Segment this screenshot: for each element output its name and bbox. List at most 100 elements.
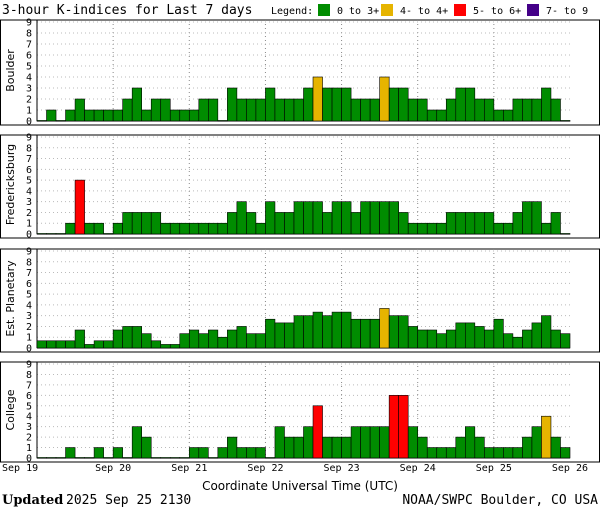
k-index-bar xyxy=(426,447,438,459)
y-tick-label: 6 xyxy=(26,391,32,402)
y-tick-label: 3 xyxy=(26,422,32,433)
y-tick-label: 3 xyxy=(26,311,32,322)
k-index-bar xyxy=(417,436,428,459)
k-index-bar xyxy=(122,212,133,235)
x-tick-label: Sep 23 xyxy=(324,463,360,474)
k-index-bar xyxy=(122,457,133,459)
k-index-bar xyxy=(65,340,76,349)
k-index-bar xyxy=(503,109,514,122)
k-index-bar xyxy=(246,212,257,235)
y-tick-label: 8 xyxy=(26,143,32,154)
y-tick-label: 3 xyxy=(26,197,32,208)
k-index-bar xyxy=(150,457,162,459)
k-index-bar xyxy=(303,201,314,235)
k-index-bar xyxy=(350,318,361,349)
k-index-bar xyxy=(474,212,485,235)
k-index-bar xyxy=(255,222,266,235)
k-index-bar xyxy=(398,395,409,459)
k-index-bar xyxy=(484,98,495,122)
k-index-bar xyxy=(322,212,333,235)
y-tick-label: 4 xyxy=(26,73,32,84)
y-tick-label: 5 xyxy=(26,62,32,73)
k-index-bar xyxy=(417,98,428,122)
y-tick-label: 3 xyxy=(26,84,32,95)
k-index-bar xyxy=(131,426,142,459)
k-index-bar xyxy=(455,322,466,349)
k-index-bar xyxy=(369,318,380,349)
station-label: Est. Planetary xyxy=(4,260,17,337)
k-index-bar xyxy=(388,395,399,459)
k-index-bar xyxy=(179,457,190,459)
k-index-bar xyxy=(388,315,399,349)
y-tick-label: 8 xyxy=(26,257,32,268)
k-index-bar xyxy=(550,212,561,235)
k-index-bar xyxy=(379,76,390,122)
k-index-bar xyxy=(360,426,371,459)
k-index-bar xyxy=(331,436,342,459)
legend-swatch xyxy=(381,4,393,16)
k-index-bar xyxy=(522,329,533,349)
k-index-bar xyxy=(36,233,47,235)
k-index-bar xyxy=(522,98,533,122)
k-index-bar xyxy=(331,311,342,349)
chart-title: 3-hour K-indices for Last 7 days xyxy=(2,3,252,18)
k-index-bar xyxy=(512,336,523,349)
k-index-bar xyxy=(84,344,95,349)
x-tick-label: Sep 26 xyxy=(552,463,588,474)
k-index-bar xyxy=(46,233,57,235)
k-index-bar xyxy=(46,457,57,459)
y-tick-label: 0 xyxy=(26,344,32,355)
k-index-bar xyxy=(560,333,571,349)
k-index-bar xyxy=(455,436,466,459)
k-index-bar xyxy=(350,426,361,459)
k-index-bar xyxy=(312,76,323,122)
k-index-bar xyxy=(550,329,561,349)
k-index-bar xyxy=(369,201,380,235)
k-index-bar xyxy=(179,333,190,349)
k-index-bar xyxy=(179,109,190,122)
y-tick-label: 6 xyxy=(26,51,32,62)
k-index-bar xyxy=(541,415,552,459)
k-index-bar xyxy=(455,87,466,122)
k-index-bar xyxy=(303,426,314,459)
k-index-bar xyxy=(284,436,295,459)
k-index-bar xyxy=(398,315,409,349)
k-index-bar xyxy=(331,201,342,235)
k-index-bar xyxy=(46,340,57,349)
k-index-bar xyxy=(36,120,47,122)
y-tick-label: 2 xyxy=(26,95,32,106)
k-index-bar xyxy=(227,329,238,349)
y-tick-label: 1 xyxy=(26,106,32,117)
k-index-bar xyxy=(512,447,523,459)
k-index-bar xyxy=(198,447,209,459)
k-index-bar xyxy=(112,109,123,122)
k-index-bar xyxy=(360,318,371,349)
k-index-bar xyxy=(188,222,200,235)
k-index-bar xyxy=(303,87,314,122)
k-index-bar xyxy=(531,98,542,122)
k-index-bar xyxy=(255,333,266,349)
k-index-bar xyxy=(274,426,285,459)
k-index-bar xyxy=(150,98,162,122)
k-index-bar xyxy=(284,98,295,122)
k-index-bar xyxy=(407,222,419,235)
legend-swatch xyxy=(318,4,330,16)
k-index-bar xyxy=(160,222,171,235)
k-index-bar xyxy=(436,447,447,459)
y-tick-label: 2 xyxy=(26,208,32,219)
k-index-bar xyxy=(341,436,352,459)
k-index-bar xyxy=(522,436,533,459)
k-index-bar xyxy=(227,212,238,235)
k-index-bar xyxy=(512,98,523,122)
k-index-bar xyxy=(208,457,219,459)
k-index-bar xyxy=(474,98,485,122)
station-label: Fredericksburg xyxy=(4,144,17,225)
k-index-bar xyxy=(322,315,333,349)
k-index-bar xyxy=(417,222,428,235)
k-index-bar xyxy=(436,109,447,122)
k-index-bar xyxy=(131,326,142,349)
k-index-bar xyxy=(531,322,542,349)
k-index-bar xyxy=(65,109,76,122)
k-index-bar xyxy=(560,120,571,122)
